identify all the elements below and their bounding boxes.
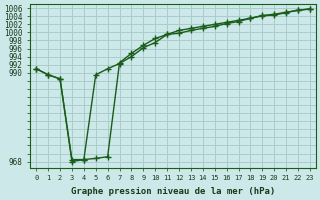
X-axis label: Graphe pression niveau de la mer (hPa): Graphe pression niveau de la mer (hPa) xyxy=(71,187,275,196)
